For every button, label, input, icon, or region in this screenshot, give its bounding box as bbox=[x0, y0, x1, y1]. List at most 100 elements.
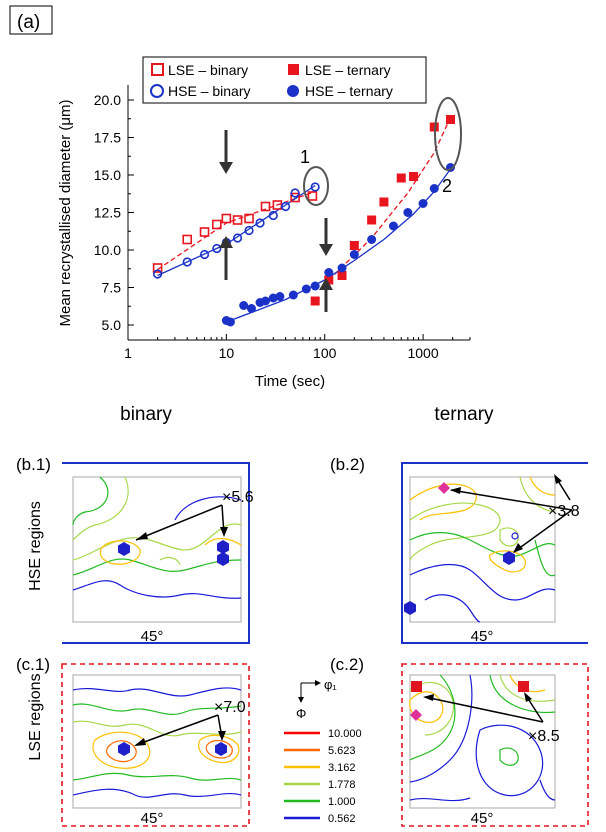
data-point bbox=[244, 225, 254, 236]
annotation-1: 1 bbox=[300, 147, 310, 167]
panel-b1-arrow-left bbox=[135, 504, 223, 541]
data-point bbox=[212, 219, 222, 230]
data-point bbox=[280, 201, 291, 212]
legend-marker-lse-binary bbox=[151, 63, 164, 76]
data-point bbox=[232, 233, 243, 243]
contour-level-legend: 10.000 5.623 3.162 1.778 1.000 0.562 bbox=[284, 728, 362, 825]
panel-b1-multiplier: ×5.6 bbox=[222, 489, 254, 506]
legend-box bbox=[142, 56, 427, 104]
data-point bbox=[239, 301, 249, 310]
data-point bbox=[409, 172, 419, 181]
highlight-ellipse-1 bbox=[303, 166, 329, 206]
panel-c2-marker-red-left bbox=[411, 681, 422, 692]
y-tick-label: 5.0 bbox=[102, 317, 122, 333]
data-point bbox=[301, 284, 311, 294]
data-point bbox=[232, 215, 243, 225]
data-point bbox=[307, 191, 318, 201]
data-point bbox=[275, 292, 285, 301]
orientation-axes: φ₁ Φ bbox=[296, 677, 337, 721]
data-point bbox=[244, 213, 254, 224]
panel-b1-frame bbox=[62, 462, 250, 644]
panel-c2: (c.2) ×8.5 45° bbox=[330, 655, 589, 827]
contour-level-label: 10.000 bbox=[328, 728, 362, 740]
y-tick-label: 20.0 bbox=[94, 92, 121, 108]
phi1-arrow-head bbox=[315, 680, 321, 686]
panel-c1-frame bbox=[61, 663, 250, 827]
data-point bbox=[255, 218, 265, 228]
arrow-down-binary-head bbox=[219, 162, 233, 174]
panel-c1-angle-label: 45° bbox=[141, 810, 164, 827]
data-point bbox=[429, 184, 439, 193]
data-point bbox=[324, 268, 334, 277]
panel-b1-angle-label: 45° bbox=[141, 628, 164, 645]
panel-c1-marker-right bbox=[215, 742, 227, 756]
column-header-binary: binary bbox=[120, 404, 172, 425]
data-point bbox=[182, 234, 193, 245]
panel-b1-arrow-down-head bbox=[220, 527, 228, 537]
panel-b2-multiplier: ×3.8 bbox=[548, 503, 580, 520]
contour-level-label: 3.162 bbox=[328, 762, 356, 774]
legend-label-lse-binary: LSE – binary bbox=[168, 62, 248, 78]
contour-level-label: 1.778 bbox=[328, 779, 356, 791]
data-point bbox=[246, 304, 256, 313]
arrow-up-ternary-head bbox=[319, 278, 333, 290]
panel-b2-marker-pink bbox=[438, 482, 450, 494]
data-point bbox=[212, 243, 222, 254]
data-point bbox=[260, 201, 271, 212]
contour-level-label: 5.623 bbox=[328, 745, 356, 757]
legend: LSE – binary HSE – binary LSE – ternary … bbox=[142, 56, 427, 104]
legend-label-hse-binary: HSE – binary bbox=[168, 83, 250, 99]
panel-b2-arrow-down-head bbox=[513, 543, 523, 553]
panel-b1-odf-box bbox=[72, 476, 242, 623]
panel-b2-angle-label: 45° bbox=[471, 628, 494, 645]
contour-level-label: 0.562 bbox=[328, 813, 356, 825]
panel-c2-arrow-left-head bbox=[423, 694, 434, 701]
panel-b2-arrow-down bbox=[513, 509, 573, 553]
panel-b2-arrow-corner-head bbox=[554, 474, 562, 484]
data-point bbox=[221, 213, 232, 224]
panel-c1-arrow-left bbox=[135, 714, 219, 746]
panel-a-label: (a) bbox=[17, 12, 40, 33]
panel-c1-label: (c.1) bbox=[16, 655, 50, 674]
legend-marker-hse-ternary bbox=[287, 85, 299, 97]
data-point bbox=[225, 317, 235, 327]
data-point bbox=[288, 290, 298, 300]
panel-c1-odf-box bbox=[72, 674, 242, 809]
data-point bbox=[260, 296, 270, 306]
data-point bbox=[182, 257, 192, 267]
row-label-lse: LSE regions bbox=[27, 673, 44, 760]
column-header-ternary: ternary bbox=[434, 404, 494, 425]
panel-b1: (b.1) ×5.6 45° bbox=[16, 455, 254, 645]
data-point bbox=[388, 221, 398, 231]
annotation-2: 2 bbox=[442, 176, 452, 196]
panel-c2-odf-box bbox=[409, 674, 556, 809]
Phi-arrow-head bbox=[298, 697, 304, 703]
data-point bbox=[152, 263, 163, 273]
data-point bbox=[310, 296, 320, 306]
data-point bbox=[379, 197, 389, 207]
panel-b1-marker-right-bottom bbox=[217, 552, 229, 566]
x-tick-label: 10 bbox=[219, 345, 235, 361]
panel-c2-label: (c.2) bbox=[330, 655, 364, 674]
data-point bbox=[418, 199, 428, 208]
data-point bbox=[349, 241, 359, 250]
panel-b2: (b.2) ×3.8 45° bbox=[330, 455, 588, 645]
legend-label-lse-ternary: LSE – ternary bbox=[305, 62, 391, 78]
x-axis-ticks: 1 10 100 1000 bbox=[124, 334, 471, 361]
highlight-ellipse-2 bbox=[434, 97, 462, 171]
data-point bbox=[324, 275, 334, 285]
panel-c1: (c.1) ×7.0 45° bbox=[16, 655, 250, 827]
y-tick-label: 12.5 bbox=[94, 205, 121, 221]
data-point bbox=[396, 173, 406, 183]
panel-c2-frame bbox=[401, 663, 589, 827]
annotations: 1 2 bbox=[219, 97, 462, 312]
x-tick-label: 100 bbox=[313, 345, 337, 361]
data-point bbox=[367, 215, 377, 225]
panel-b2-contours bbox=[409, 476, 556, 623]
data-points bbox=[152, 115, 455, 327]
data-point bbox=[199, 227, 210, 237]
panel-b2-odf-box bbox=[409, 476, 556, 623]
legend-label-hse-ternary: HSE – ternary bbox=[305, 83, 393, 99]
y-axis-label: Mean recrystallised diameter (μm) bbox=[57, 99, 74, 326]
